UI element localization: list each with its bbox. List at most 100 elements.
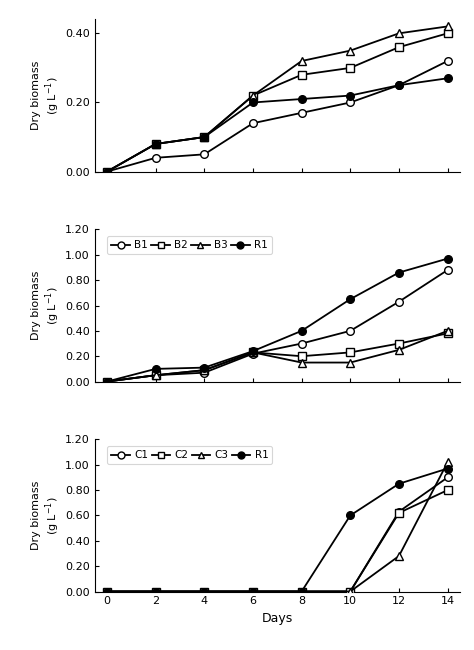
A1 — [299, 109, 304, 117]
B3 — [201, 366, 207, 374]
Legend: B1, B2, B3, R1: B1, B2, B3, R1 — [107, 236, 272, 255]
B3 — [250, 348, 256, 356]
R1 — [250, 347, 256, 355]
C2 — [299, 588, 304, 595]
B1 — [153, 371, 158, 379]
R1 — [299, 588, 304, 595]
A3 — [153, 140, 158, 148]
Line: A3: A3 — [103, 23, 451, 176]
B2 — [104, 378, 110, 385]
C3 — [153, 588, 158, 595]
B2 — [299, 352, 304, 360]
R1 — [104, 168, 110, 176]
C2 — [104, 588, 110, 595]
B2 — [250, 348, 256, 356]
R1 — [396, 81, 402, 89]
A3 — [201, 133, 207, 141]
C3 — [445, 458, 450, 466]
A2 — [201, 133, 207, 141]
Line: C1: C1 — [103, 474, 451, 595]
Legend: C1, C2, C3, R1: C1, C2, C3, R1 — [107, 446, 273, 465]
A2 — [250, 92, 256, 99]
C2 — [347, 588, 353, 595]
Line: A2: A2 — [103, 29, 451, 176]
B1 — [250, 350, 256, 358]
R1 — [104, 588, 110, 595]
R1 — [250, 588, 256, 595]
R1 — [396, 268, 402, 276]
A3 — [104, 168, 110, 176]
B2 — [201, 366, 207, 374]
R1 — [153, 588, 158, 595]
C3 — [347, 588, 353, 595]
C1 — [445, 473, 450, 481]
B1 — [104, 378, 110, 385]
R1 — [201, 133, 207, 141]
X-axis label: Days: Days — [262, 612, 293, 625]
A1 — [250, 120, 256, 127]
Line: B3: B3 — [103, 327, 451, 385]
A2 — [396, 44, 402, 51]
A3 — [445, 23, 450, 31]
B2 — [396, 340, 402, 348]
B2 — [445, 330, 450, 337]
C1 — [153, 588, 158, 595]
Line: B1: B1 — [103, 266, 451, 385]
A1 — [396, 81, 402, 89]
R1 — [445, 74, 450, 82]
Line: R1: R1 — [103, 75, 451, 176]
C1 — [299, 588, 304, 595]
R1 — [250, 99, 256, 107]
R1 — [153, 365, 158, 373]
C2 — [445, 486, 450, 494]
A3 — [396, 29, 402, 37]
Y-axis label: Dry biomass
(g L$^{-1}$): Dry biomass (g L$^{-1}$) — [31, 61, 63, 130]
C1 — [104, 588, 110, 595]
Line: C3: C3 — [103, 458, 451, 595]
C1 — [201, 588, 207, 595]
R1 — [153, 140, 158, 148]
C3 — [104, 588, 110, 595]
B3 — [347, 359, 353, 367]
C1 — [347, 588, 353, 595]
C3 — [201, 588, 207, 595]
B2 — [347, 348, 353, 356]
R1 — [396, 480, 402, 488]
C1 — [396, 508, 402, 515]
Line: A1: A1 — [103, 57, 451, 176]
R1 — [347, 92, 353, 99]
C2 — [396, 509, 402, 517]
B3 — [396, 346, 402, 354]
Line: R1: R1 — [103, 465, 451, 595]
R1 — [201, 364, 207, 372]
C2 — [250, 588, 256, 595]
B3 — [153, 371, 158, 379]
B2 — [153, 371, 158, 379]
Line: R1: R1 — [103, 255, 451, 385]
B1 — [347, 327, 353, 335]
Y-axis label: Dry biomass
(g L$^{-1}$): Dry biomass (g L$^{-1}$) — [31, 271, 63, 340]
B3 — [299, 359, 304, 367]
C2 — [201, 588, 207, 595]
B1 — [201, 369, 207, 376]
C3 — [396, 552, 402, 560]
A3 — [347, 47, 353, 55]
A2 — [299, 71, 304, 79]
R1 — [445, 465, 450, 473]
A3 — [250, 92, 256, 99]
C3 — [250, 588, 256, 595]
Y-axis label: Dry biomass
(g L$^{-1}$): Dry biomass (g L$^{-1}$) — [31, 481, 63, 550]
A1 — [104, 168, 110, 176]
R1 — [201, 588, 207, 595]
A1 — [445, 57, 450, 65]
B1 — [299, 340, 304, 348]
C2 — [153, 588, 158, 595]
B3 — [445, 327, 450, 335]
R1 — [445, 255, 450, 263]
C3 — [299, 588, 304, 595]
A2 — [445, 29, 450, 37]
A1 — [201, 150, 207, 158]
R1 — [104, 378, 110, 385]
A1 — [153, 154, 158, 162]
B1 — [396, 298, 402, 305]
